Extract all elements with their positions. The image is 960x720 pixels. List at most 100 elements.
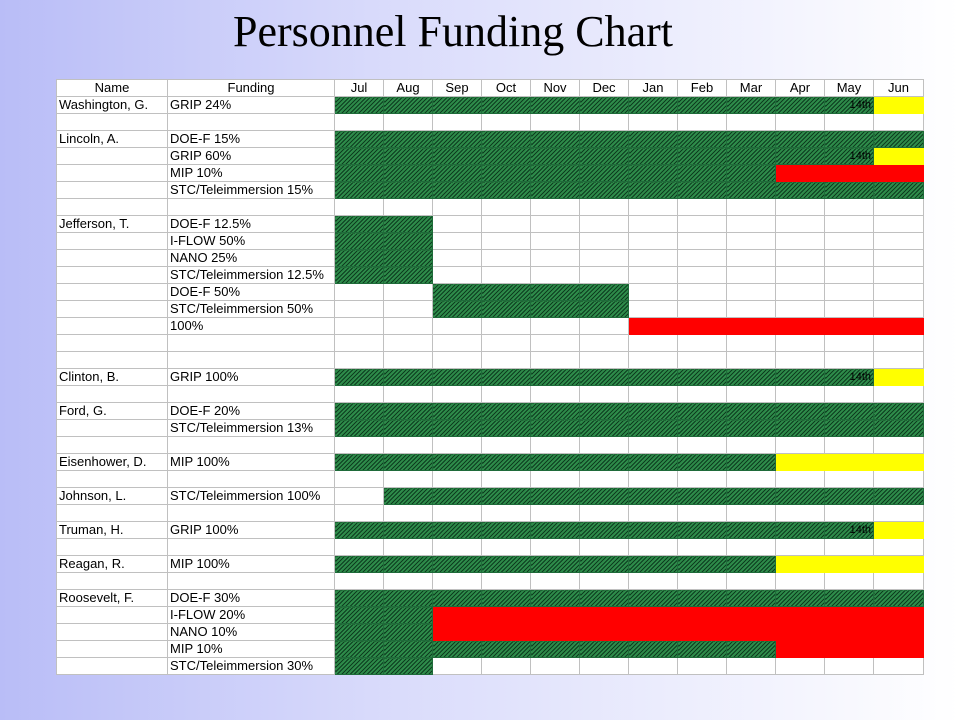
ended-bar-cell xyxy=(873,164,924,182)
table-row xyxy=(56,504,924,522)
empty-month-cell xyxy=(824,232,874,250)
empty-month-cell xyxy=(432,504,482,522)
table-row xyxy=(56,351,924,369)
funded-bar-cell xyxy=(481,640,531,658)
ended-bar-cell xyxy=(432,606,482,624)
empty-month-cell xyxy=(824,351,874,369)
funded-bar-cell xyxy=(628,402,678,420)
funded-bar-cell xyxy=(383,623,433,641)
column-header-month: Feb xyxy=(677,79,727,97)
funded-bar-cell xyxy=(334,249,384,267)
funded-bar-cell xyxy=(530,402,580,420)
empty-month-cell xyxy=(677,470,727,488)
name-cell xyxy=(56,164,168,182)
ended-bar-cell xyxy=(726,606,776,624)
funding-cell xyxy=(167,470,335,488)
funded-bar-cell xyxy=(824,487,874,505)
funded-bar-cell xyxy=(530,164,580,182)
empty-month-cell xyxy=(628,266,678,284)
empty-month-cell xyxy=(334,351,384,369)
empty-month-cell xyxy=(824,572,874,590)
empty-month-cell xyxy=(432,249,482,267)
empty-month-cell xyxy=(579,266,629,284)
empty-month-cell xyxy=(873,657,924,675)
funded-bar-cell xyxy=(432,419,482,437)
funding-cell: I-FLOW 50% xyxy=(167,232,335,250)
funded-bar-cell xyxy=(334,606,384,624)
name-cell xyxy=(56,283,168,301)
funded-bar-cell xyxy=(628,96,678,114)
ended-bar-cell xyxy=(628,606,678,624)
empty-month-cell xyxy=(677,249,727,267)
empty-month-cell xyxy=(775,504,825,522)
empty-month-cell xyxy=(530,232,580,250)
empty-month-cell xyxy=(775,351,825,369)
funded-bar-cell xyxy=(481,283,531,301)
funding-cell xyxy=(167,351,335,369)
table-row: Johnson, L. STC/Teleimmersion 100% xyxy=(56,487,924,505)
empty-month-cell xyxy=(432,198,482,216)
funding-cell: GRIP 100% xyxy=(167,521,335,539)
funded-bar-cell xyxy=(579,487,629,505)
empty-month-cell xyxy=(628,657,678,675)
empty-month-cell xyxy=(579,249,629,267)
funded-bar-cell: 14th xyxy=(824,96,874,114)
name-cell xyxy=(56,640,168,658)
table-row: 100% xyxy=(56,317,924,335)
funded-bar-cell xyxy=(334,368,384,386)
pending-bar-cell xyxy=(775,453,825,471)
funded-bar-cell xyxy=(334,232,384,250)
funded-bar-cell xyxy=(579,555,629,573)
ended-bar-cell xyxy=(824,623,874,641)
empty-month-cell xyxy=(481,113,531,131)
empty-month-cell xyxy=(481,470,531,488)
funded-bar-cell xyxy=(873,181,924,199)
name-cell: Roosevelt, F. xyxy=(56,589,168,607)
empty-month-cell xyxy=(481,538,531,556)
ended-bar-cell xyxy=(873,606,924,624)
ended-bar-cell xyxy=(530,606,580,624)
empty-month-cell xyxy=(334,300,384,318)
empty-month-cell xyxy=(775,283,825,301)
funded-bar-cell xyxy=(677,640,727,658)
funded-bar-cell xyxy=(334,453,384,471)
funding-cell: STC/Teleimmersion 30% xyxy=(167,657,335,675)
funded-bar-cell xyxy=(726,487,776,505)
empty-month-cell xyxy=(628,351,678,369)
page-title: Personnel Funding Chart xyxy=(233,7,673,56)
empty-month-cell xyxy=(628,283,678,301)
name-cell: Truman, H. xyxy=(56,521,168,539)
funding-cell: I-FLOW 20% xyxy=(167,606,335,624)
funded-bar-cell xyxy=(383,147,433,165)
empty-month-cell xyxy=(628,572,678,590)
empty-month-cell xyxy=(334,317,384,335)
empty-month-cell xyxy=(481,436,531,454)
empty-month-cell xyxy=(726,436,776,454)
funded-bar-cell xyxy=(775,487,825,505)
funded-bar-cell xyxy=(530,453,580,471)
empty-month-cell xyxy=(726,113,776,131)
funded-bar-cell xyxy=(775,96,825,114)
empty-month-cell xyxy=(775,249,825,267)
name-cell xyxy=(56,113,168,131)
empty-month-cell xyxy=(775,538,825,556)
empty-month-cell xyxy=(873,385,924,403)
empty-month-cell xyxy=(775,215,825,233)
empty-month-cell xyxy=(775,385,825,403)
empty-month-cell xyxy=(824,334,874,352)
funded-bar-cell: 14th xyxy=(824,521,874,539)
funded-bar-cell xyxy=(334,419,384,437)
funded-bar-cell xyxy=(432,640,482,658)
ended-bar-cell xyxy=(873,623,924,641)
funded-bar-cell xyxy=(530,300,580,318)
funded-bar-cell xyxy=(383,266,433,284)
table-row: DOE-F 50% xyxy=(56,283,924,301)
empty-month-cell xyxy=(628,334,678,352)
funded-bar-cell xyxy=(726,589,776,607)
ended-bar-cell xyxy=(873,317,924,335)
empty-month-cell xyxy=(481,198,531,216)
empty-month-cell xyxy=(628,232,678,250)
funded-bar-cell xyxy=(334,130,384,148)
funding-cell: GRIP 60% xyxy=(167,147,335,165)
empty-month-cell xyxy=(579,198,629,216)
